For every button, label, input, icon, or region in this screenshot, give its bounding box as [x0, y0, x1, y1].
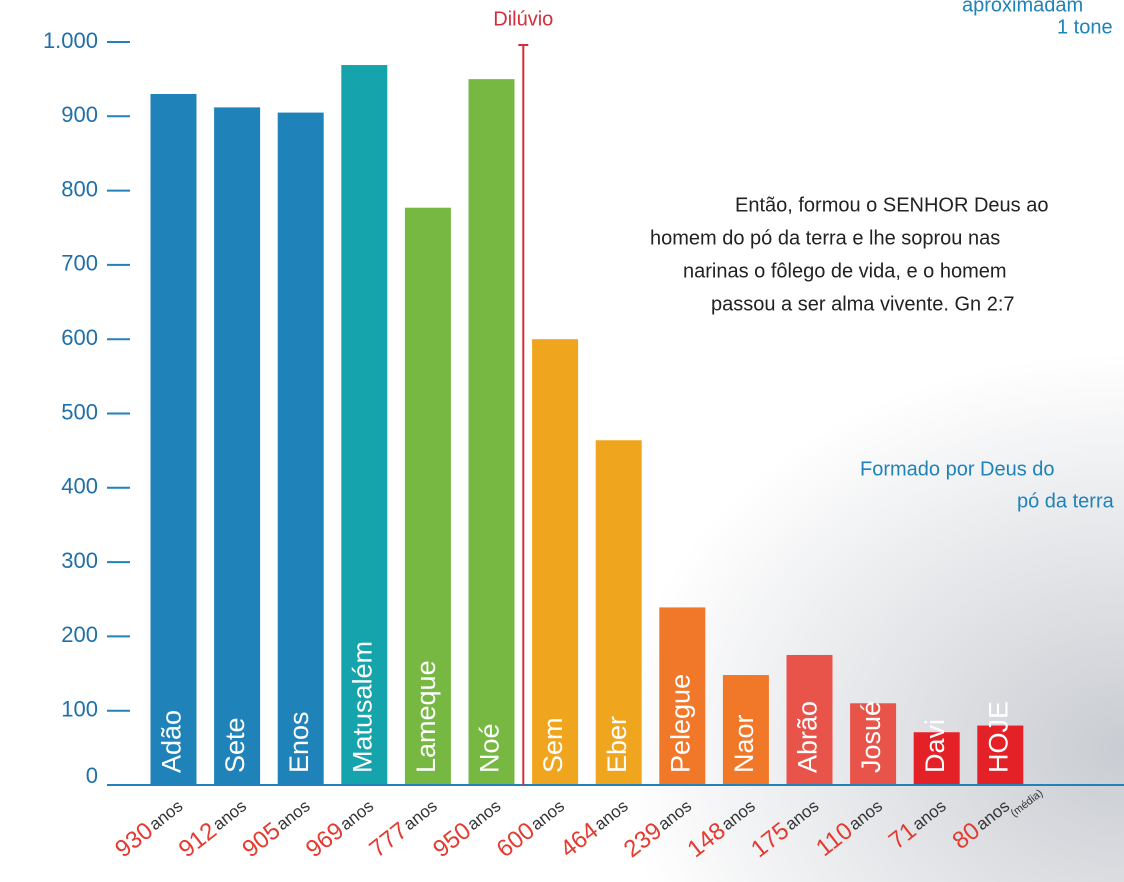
category-label: Adão: [157, 710, 187, 773]
top-text: 1 tone: [1057, 16, 1113, 38]
quote-text: passou a ser alma vivente. Gn 2:7: [711, 293, 1015, 315]
y-tick-label: 400: [61, 474, 98, 499]
y-tick-label: 0: [86, 763, 98, 788]
y-tick-label: 1.000: [43, 28, 98, 53]
category-label: Abrão: [793, 701, 823, 773]
bar: [469, 79, 515, 785]
category-label: Enos: [284, 711, 314, 773]
category-label: Pelegue: [665, 674, 695, 773]
y-tick-label: 800: [61, 176, 98, 201]
y-tick-label: 700: [61, 251, 98, 276]
bar: [151, 94, 197, 785]
category-label: Matusalém: [347, 641, 377, 773]
y-tick-label: 300: [61, 548, 98, 573]
category-label: Sete: [220, 717, 250, 773]
caption-text: Formado por Deus do: [860, 458, 1055, 480]
y-tick-label: 500: [61, 399, 98, 424]
category-label: Noé: [475, 723, 505, 773]
page: aproximadam1 tone Então, formou o SENHOR …: [0, 0, 1124, 882]
category-label: Naor: [729, 714, 759, 773]
divider-label: Dilúvio: [493, 8, 553, 30]
category-label: Josué: [856, 701, 886, 773]
bar: [214, 107, 260, 785]
category-label: Sem: [538, 717, 568, 773]
quote-text: narinas o fôlego de vida, e o homem: [683, 260, 1007, 282]
top-text: aproximadam: [962, 0, 1083, 16]
quote-text: homem do pó da terra e lhe soprou nas: [650, 227, 1000, 249]
y-tick-label: 100: [61, 697, 98, 722]
quote-text: Então, formou o SENHOR Deus ao: [735, 194, 1048, 216]
caption-text: pó da terra: [1017, 490, 1115, 512]
y-tick-label: 200: [61, 622, 98, 647]
chart: aproximadam1 tone Então, formou o SENHOR …: [0, 0, 1124, 882]
y-tick-label: 600: [61, 325, 98, 350]
category-label: Eber: [602, 716, 632, 773]
bar: [278, 113, 324, 785]
y-tick-label: 900: [61, 102, 98, 127]
category-label: HOJE: [983, 701, 1013, 773]
category-label: Davi: [920, 719, 950, 773]
category-label: Lameque: [411, 660, 441, 773]
